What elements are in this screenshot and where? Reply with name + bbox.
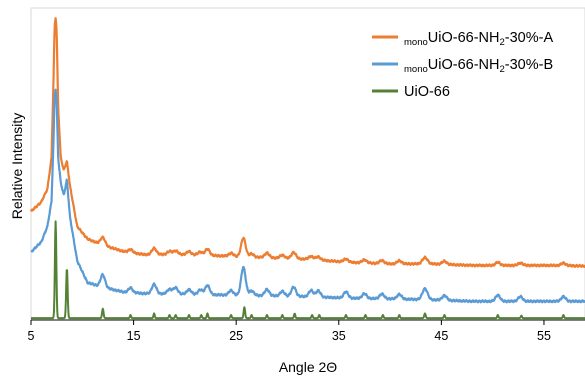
x-tick-label: 15 [127,329,141,343]
plot-frame [30,7,585,321]
legend-label: monoUiO-66-NH2-30%-A [404,30,553,48]
legend-label: UiO-66 [404,84,450,100]
x-tick-label: 5 [28,329,35,343]
series-line-3 [30,220,585,320]
x-tick-label: 35 [332,329,346,343]
x-ticks: 5 15 25 35 45 55 [28,320,551,343]
x-tick-label: 25 [229,329,243,343]
legend: monoUiO-66-NH2-30%-A monoUiO-66-NH2-30%-B… [372,30,553,100]
series-line-1 [29,17,585,269]
series-layer [29,17,585,320]
x-tick-label: 45 [434,329,448,343]
series-line-2 [30,88,585,304]
x-tick-label: 55 [537,329,551,343]
legend-label: monoUiO-66-NH2-30%-B [404,57,553,75]
x-axis-title: Angle 2Θ [279,359,337,375]
y-axis-title: Relative Intensity [9,113,25,220]
